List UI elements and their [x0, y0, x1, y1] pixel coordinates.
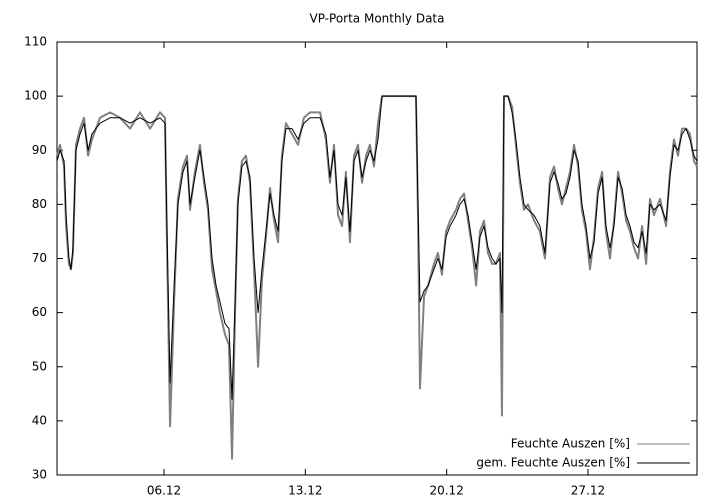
- x-tick-label: 20.12: [429, 484, 463, 498]
- y-tick-label: 80: [32, 197, 47, 211]
- y-tick-label: 70: [32, 251, 47, 265]
- y-tick-label: 90: [32, 143, 47, 157]
- y-tick-label: 50: [32, 359, 47, 373]
- y-tick-label: 60: [32, 305, 47, 319]
- legend-label: gem. Feuchte Auszen [%]: [476, 456, 630, 470]
- x-tick-label: 27.12: [571, 484, 605, 498]
- y-tick-label: 100: [24, 89, 47, 103]
- x-tick-label: 06.12: [147, 484, 181, 498]
- y-tick-label: 30: [32, 468, 47, 482]
- x-tick-label: 13.12: [288, 484, 322, 498]
- chart-title: VP-Porta Monthly Data: [310, 12, 445, 26]
- legend-label: Feuchte Auszen [%]: [511, 437, 630, 451]
- series-line: [56, 95, 698, 400]
- y-tick-label: 40: [32, 413, 47, 427]
- y-tick-label: 110: [24, 35, 47, 49]
